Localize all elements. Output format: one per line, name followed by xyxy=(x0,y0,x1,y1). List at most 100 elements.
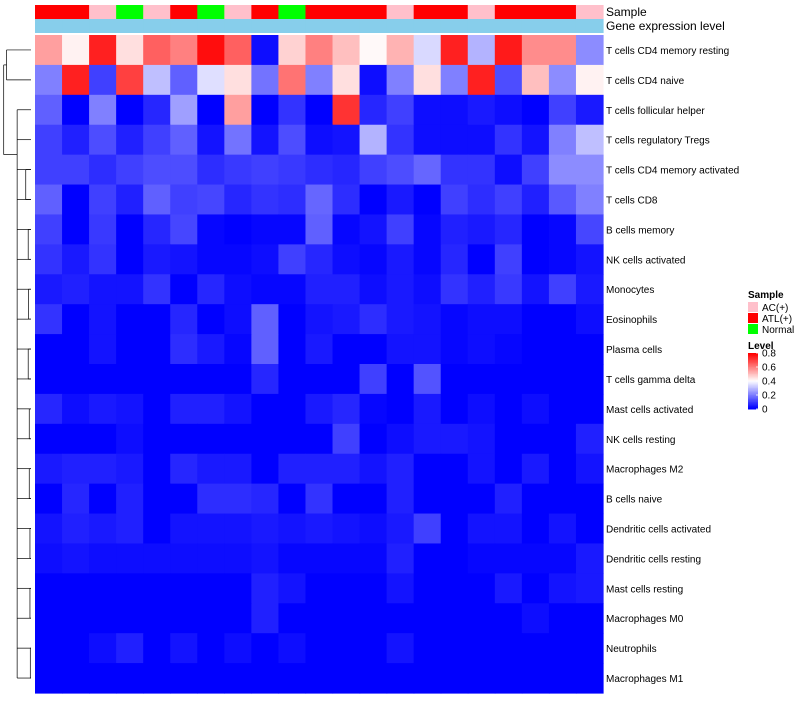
heatmap-cell xyxy=(332,364,361,395)
heatmap-cell xyxy=(197,184,225,216)
heatmap-cell xyxy=(575,364,604,395)
heatmap-cell xyxy=(467,393,496,425)
heatmap-cell xyxy=(143,364,171,395)
sample-annotation-cell xyxy=(116,5,144,19)
heatmap-cell xyxy=(440,483,469,515)
heatmap-cell xyxy=(359,304,388,335)
heatmap-cell xyxy=(521,364,550,395)
row-label: B cells naive xyxy=(606,495,663,506)
heatmap-cell xyxy=(521,94,550,126)
heatmap-cell xyxy=(386,274,415,305)
heatmap-cell xyxy=(413,393,442,425)
heatmap-cell xyxy=(440,244,469,275)
heatmap-cell xyxy=(35,393,63,425)
heatmap-cell xyxy=(305,274,334,305)
heatmap-cell xyxy=(251,274,280,305)
legend-sample-swatch xyxy=(748,324,758,334)
heatmap-cell xyxy=(170,663,198,694)
heatmap-cell xyxy=(467,453,496,485)
heatmap-cell xyxy=(143,184,171,216)
heatmap-cell xyxy=(224,513,252,545)
heatmap-cell xyxy=(278,184,307,216)
heatmap-cell xyxy=(89,184,117,216)
heatmap-cell xyxy=(143,483,171,515)
sample-annotation-cell xyxy=(359,5,388,19)
heatmap-cell xyxy=(305,35,334,66)
heatmap-cell xyxy=(359,573,388,604)
heatmap-cell xyxy=(521,453,550,485)
annotation-track-label: Gene expression level xyxy=(606,19,725,33)
row-label: Dendritic cells activated xyxy=(606,525,711,536)
heatmap-cell xyxy=(386,244,415,275)
heatmap-cell xyxy=(224,543,252,574)
heatmap-cell xyxy=(278,573,307,604)
heatmap-cell xyxy=(305,633,334,664)
sample-annotation-cell xyxy=(197,5,225,19)
expression-annotation-cell xyxy=(62,19,90,33)
heatmap-cell xyxy=(170,35,198,66)
heatmap-cell xyxy=(116,304,144,335)
heatmap-cell xyxy=(116,244,144,275)
heatmap-cell xyxy=(548,453,577,485)
heatmap-cell xyxy=(440,154,469,186)
heatmap-cell xyxy=(251,124,280,156)
heatmap-cell xyxy=(521,274,550,305)
heatmap-cell xyxy=(224,124,252,156)
heatmap-cell xyxy=(332,633,361,664)
heatmap-cell xyxy=(440,393,469,425)
heatmap-cell xyxy=(116,423,144,455)
heatmap-cell xyxy=(386,304,415,335)
row-label: Mast cells resting xyxy=(606,584,683,595)
sample-annotation-cell xyxy=(143,5,171,19)
heatmap-cell xyxy=(413,184,442,216)
heatmap-cell xyxy=(575,35,604,66)
heatmap-cell xyxy=(521,573,550,604)
heatmap-cell xyxy=(575,513,604,545)
legend-level-gradient-step xyxy=(748,383,758,386)
heatmap-cell xyxy=(521,154,550,186)
heatmap-cell xyxy=(575,603,604,634)
heatmap-cell xyxy=(413,244,442,275)
heatmap-cell xyxy=(413,573,442,604)
heatmap-cell xyxy=(251,184,280,216)
heatmap-cell xyxy=(521,513,550,545)
heatmap-cell xyxy=(548,304,577,335)
heatmap-cell xyxy=(305,393,334,425)
heatmap-cell xyxy=(251,334,280,365)
expression-annotation-cell xyxy=(440,19,469,33)
legend-level-tick-label: 0.2 xyxy=(762,391,776,402)
heatmap-cell xyxy=(494,304,523,335)
sample-annotation-cell xyxy=(224,5,252,19)
heatmap-cell xyxy=(494,64,523,96)
heatmap-cell xyxy=(305,334,334,365)
row-label: Neutrophils xyxy=(606,644,657,655)
heatmap-cell xyxy=(332,214,361,245)
heatmap-cell xyxy=(413,124,442,156)
heatmap-cell xyxy=(332,124,361,156)
heatmap-cell xyxy=(170,423,198,455)
expression-annotation-cell xyxy=(548,19,577,33)
heatmap-cell xyxy=(386,543,415,574)
row-label: Eosinophils xyxy=(606,315,657,326)
heatmap-cell xyxy=(467,334,496,365)
heatmap-cell xyxy=(332,483,361,515)
heatmap-cell xyxy=(251,633,280,664)
heatmap-cell xyxy=(440,603,469,634)
heatmap-cell xyxy=(224,304,252,335)
heatmap-cell xyxy=(251,513,280,545)
heatmap-cell xyxy=(89,453,117,485)
legend-level-gradient-step xyxy=(748,390,758,393)
heatmap-cell xyxy=(359,423,388,455)
heatmap-cell xyxy=(359,513,388,545)
legend-sample-title: Sample xyxy=(748,290,784,301)
row-label: B cells memory xyxy=(606,225,674,236)
heatmap-cell xyxy=(305,154,334,186)
legend-level-gradient-step xyxy=(748,400,758,403)
heatmap-cell xyxy=(143,214,171,245)
heatmap-cell xyxy=(467,214,496,245)
heatmap-cell xyxy=(332,244,361,275)
heatmap-cell xyxy=(62,184,90,216)
legend-level-gradient-step xyxy=(748,406,758,409)
heatmap-cell xyxy=(494,453,523,485)
heatmap-cell xyxy=(359,393,388,425)
